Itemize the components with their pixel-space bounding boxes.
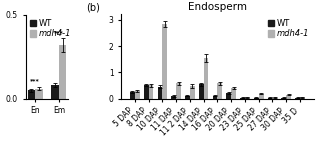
Bar	[144, 85, 148, 99]
Bar	[59, 45, 67, 99]
Bar	[51, 85, 59, 99]
Bar	[300, 97, 305, 99]
Bar	[212, 96, 217, 99]
Bar	[295, 98, 300, 99]
Bar	[135, 91, 140, 99]
Bar	[226, 93, 231, 99]
Bar	[273, 97, 277, 99]
Text: ***: ***	[54, 30, 64, 35]
Title: Endosperm: Endosperm	[188, 2, 247, 12]
Text: ***: ***	[30, 78, 40, 84]
Bar	[231, 88, 236, 99]
Bar	[157, 87, 162, 99]
Bar	[268, 98, 273, 99]
Bar	[245, 97, 250, 99]
Bar	[286, 95, 291, 99]
Bar	[282, 98, 286, 99]
Bar	[35, 88, 43, 99]
Bar	[176, 83, 181, 99]
Bar	[148, 85, 153, 99]
Legend: WT, mdh4-1: WT, mdh4-1	[30, 19, 71, 38]
Bar	[190, 86, 195, 99]
Bar	[162, 24, 167, 99]
Bar	[217, 83, 222, 99]
Bar	[171, 96, 176, 99]
Bar	[240, 98, 245, 99]
Bar	[130, 92, 135, 99]
Bar	[185, 96, 190, 99]
Legend: WT, mdh4-1: WT, mdh4-1	[268, 19, 309, 38]
Bar	[28, 90, 35, 99]
Bar	[199, 84, 204, 99]
Bar	[204, 58, 208, 99]
Bar	[259, 94, 264, 99]
Text: (b): (b)	[86, 2, 100, 12]
Bar	[254, 98, 259, 99]
